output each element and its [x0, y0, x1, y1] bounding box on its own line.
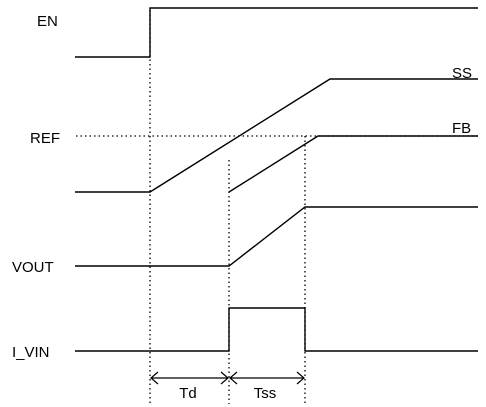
label-ref: REF: [30, 130, 60, 147]
label-fb: FB: [452, 120, 471, 137]
label-vout: VOUT: [12, 259, 54, 276]
td-arrow: [150, 371, 229, 385]
label-tss: Tss: [254, 385, 277, 402]
fb-waveform: [228, 135, 478, 193]
tss-arrow: [229, 371, 305, 385]
ivin-waveform: [75, 307, 478, 352]
label-en: EN: [37, 13, 58, 30]
label-ivin: I_VIN: [12, 344, 50, 361]
ss-waveform: [75, 78, 478, 193]
vout-waveform: [75, 206, 478, 267]
label-td: Td: [179, 385, 197, 402]
en-waveform: [75, 7, 478, 58]
label-ss: SS: [452, 65, 472, 82]
